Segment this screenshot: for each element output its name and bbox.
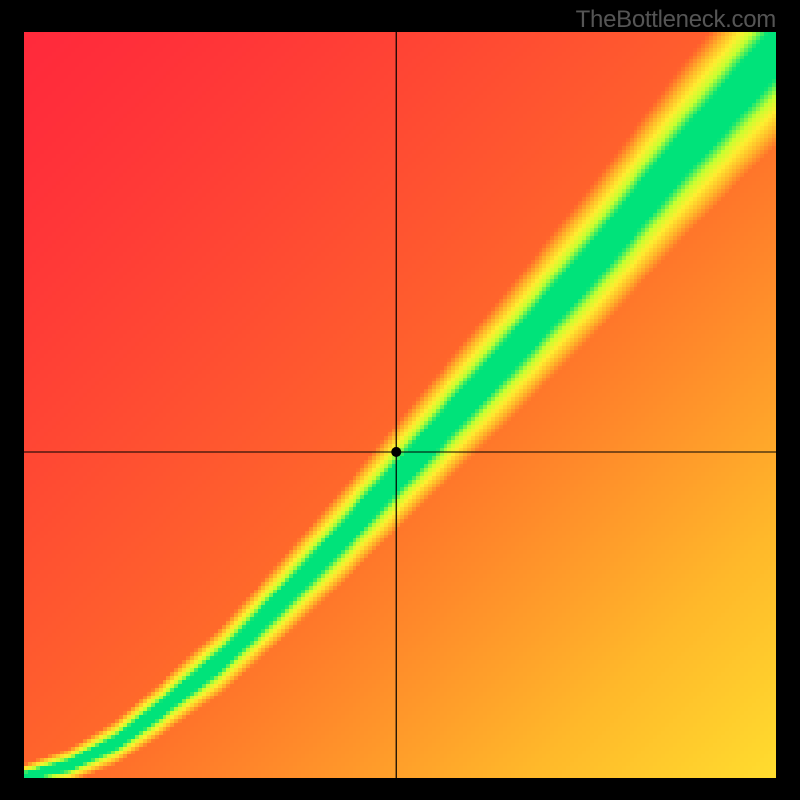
bottleneck-heatmap	[0, 0, 800, 800]
chart-container: { "chart": { "type": "heatmap", "canvas_…	[0, 0, 800, 800]
watermark-text: TheBottleneck.com	[576, 6, 776, 34]
